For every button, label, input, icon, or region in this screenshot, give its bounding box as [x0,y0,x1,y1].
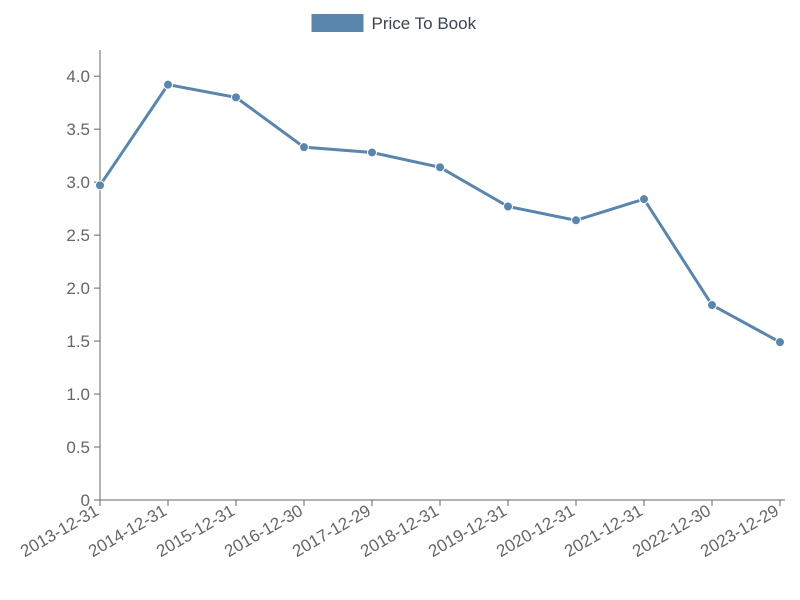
data-point [368,148,377,157]
legend-label: Price To Book [372,14,477,33]
data-point [232,93,241,102]
y-tick-label: 2.0 [66,279,90,298]
y-tick-label: 3.0 [66,173,90,192]
y-tick-label: 1.0 [66,385,90,404]
data-point [164,80,173,89]
data-point [504,202,513,211]
price-to-book-line-chart: Price To Book00.51.01.52.02.53.03.54.020… [0,0,800,600]
legend: Price To Book [312,14,477,33]
data-point [96,181,105,190]
data-point [708,301,717,310]
y-tick-label: 0.5 [66,438,90,457]
y-tick-label: 2.5 [66,226,90,245]
data-point [776,338,785,347]
y-tick-label: 1.5 [66,332,90,351]
y-tick-label: 3.5 [66,120,90,139]
data-point [300,143,309,152]
y-tick-label: 4.0 [66,67,90,86]
legend-swatch [312,14,364,32]
data-point [640,195,649,204]
data-point [436,163,445,172]
data-point [572,216,581,225]
chart-background [0,0,800,600]
